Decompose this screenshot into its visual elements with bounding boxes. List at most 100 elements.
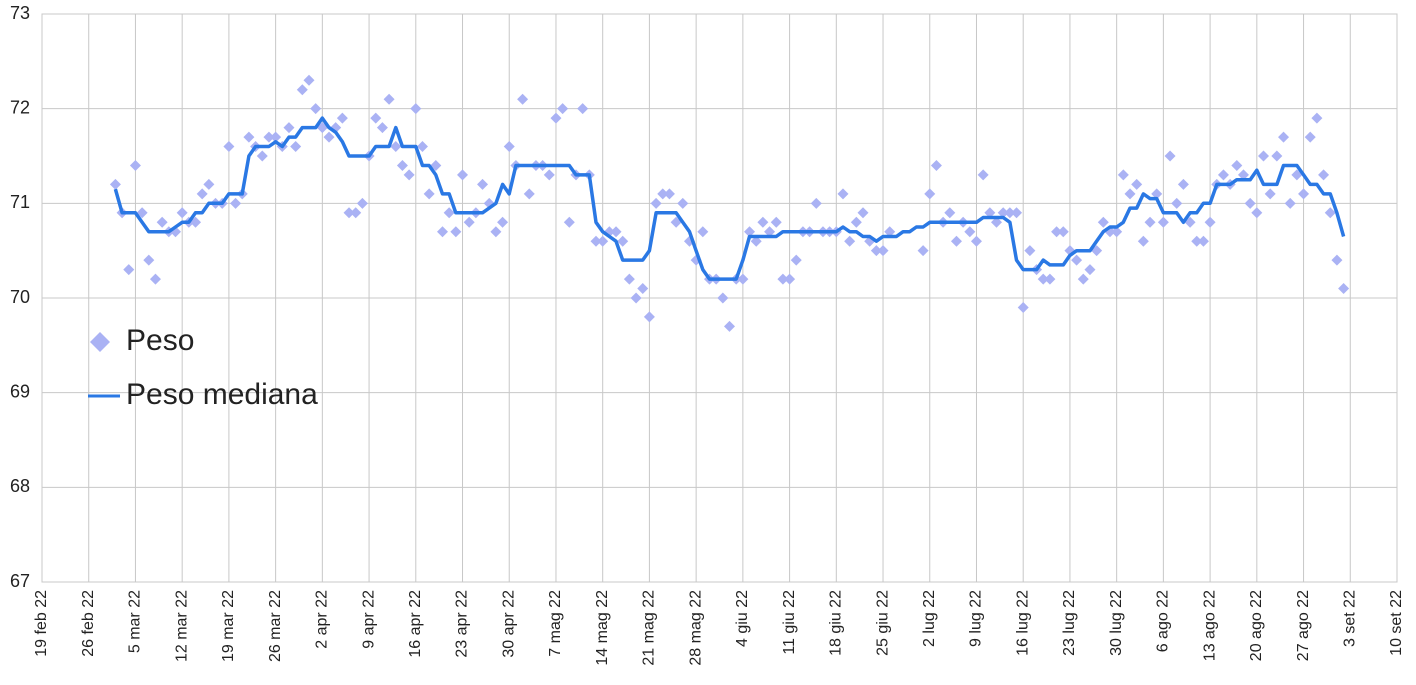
x-tick-label: 21 mag 22 xyxy=(641,590,658,666)
data-point xyxy=(1144,216,1156,228)
x-tick-label: 11 giu 22 xyxy=(781,590,798,655)
data-point xyxy=(243,131,255,143)
x-tick-label: 9 lug 22 xyxy=(968,590,985,647)
x-tick-label: 19 feb 22 xyxy=(33,590,50,657)
data-point xyxy=(997,207,1009,219)
data-point xyxy=(577,103,589,115)
data-point xyxy=(884,226,896,238)
data-point xyxy=(1237,169,1249,181)
data-point xyxy=(1324,207,1336,219)
data-point xyxy=(1331,254,1343,266)
x-tick-label: 28 mag 22 xyxy=(687,590,704,666)
data-point xyxy=(263,131,275,143)
x-tick-label: 7 mag 22 xyxy=(547,590,564,657)
data-point xyxy=(744,226,756,238)
data-point xyxy=(403,169,415,181)
data-point xyxy=(176,207,188,219)
data-point xyxy=(984,207,996,219)
data-point xyxy=(630,292,642,304)
data-point xyxy=(930,159,942,171)
data-point xyxy=(657,188,669,200)
data-point xyxy=(1318,169,1330,181)
data-point xyxy=(1011,207,1023,219)
data-point xyxy=(543,169,555,181)
data-point xyxy=(270,131,282,143)
data-point xyxy=(290,141,302,153)
data-point xyxy=(283,122,295,134)
data-point xyxy=(1204,216,1216,228)
x-tick-label: 14 mag 22 xyxy=(594,590,611,666)
data-point xyxy=(1311,112,1323,124)
data-point xyxy=(877,245,889,257)
data-point xyxy=(336,112,348,124)
data-point xyxy=(149,273,161,285)
data-point xyxy=(757,216,769,228)
x-tick-label: 2 lug 22 xyxy=(921,590,938,647)
data-point xyxy=(390,141,402,153)
data-point xyxy=(343,207,355,219)
data-point xyxy=(350,207,362,219)
data-point xyxy=(784,273,796,285)
data-point xyxy=(423,188,435,200)
data-point xyxy=(1097,216,1109,228)
x-tick-label: 26 feb 22 xyxy=(80,590,97,657)
y-tick-label: 70 xyxy=(10,287,30,307)
x-tick-label: 20 ago 22 xyxy=(1248,590,1265,661)
x-tick-label: 30 lug 22 xyxy=(1108,590,1125,656)
data-point xyxy=(436,226,448,238)
data-point xyxy=(844,235,856,247)
data-point xyxy=(477,178,489,190)
x-tick-label: 9 apr 22 xyxy=(360,590,377,649)
data-point xyxy=(230,197,242,209)
data-point xyxy=(563,216,575,228)
y-tick-label: 69 xyxy=(10,381,30,401)
data-point xyxy=(143,254,155,266)
data-point xyxy=(376,122,388,134)
data-point xyxy=(837,188,849,200)
x-tick-label: 23 apr 22 xyxy=(454,590,471,658)
x-tick-label: 4 giu 22 xyxy=(734,590,751,647)
data-point xyxy=(1171,197,1183,209)
data-point xyxy=(109,178,121,190)
data-point xyxy=(457,169,469,181)
series-line xyxy=(113,116,1346,281)
data-point xyxy=(697,226,709,238)
data-point xyxy=(1177,178,1189,190)
x-tick-label: 25 giu 22 xyxy=(874,590,891,656)
data-point xyxy=(850,216,862,228)
data-point xyxy=(203,178,215,190)
data-point xyxy=(870,245,882,257)
data-point xyxy=(944,207,956,219)
data-point xyxy=(617,235,629,247)
data-point xyxy=(590,235,602,247)
data-point xyxy=(196,188,208,200)
data-point xyxy=(770,216,782,228)
data-point xyxy=(1157,216,1169,228)
data-point xyxy=(443,207,455,219)
data-point xyxy=(977,169,989,181)
data-point xyxy=(1137,235,1149,247)
legend-marker xyxy=(90,332,110,352)
data-point xyxy=(637,283,649,295)
y-tick-label: 68 xyxy=(10,476,30,496)
data-point xyxy=(1197,235,1209,247)
legend-label: Peso mediana xyxy=(126,378,318,411)
x-tick-label: 30 apr 22 xyxy=(500,590,517,658)
data-point xyxy=(1151,188,1163,200)
x-tick-label: 18 giu 22 xyxy=(828,590,845,656)
data-point xyxy=(450,226,462,238)
data-point xyxy=(156,216,168,228)
data-point xyxy=(223,141,235,153)
data-point xyxy=(991,216,1003,228)
data-point xyxy=(737,273,749,285)
x-tick-label: 5 mar 22 xyxy=(127,590,144,653)
y-tick-label: 67 xyxy=(10,571,30,591)
data-point xyxy=(310,103,322,115)
data-point xyxy=(1298,188,1310,200)
data-point xyxy=(964,226,976,238)
data-point xyxy=(517,93,529,105)
data-point xyxy=(383,93,395,105)
data-point xyxy=(810,197,822,209)
data-point xyxy=(550,112,562,124)
data-point xyxy=(950,235,962,247)
